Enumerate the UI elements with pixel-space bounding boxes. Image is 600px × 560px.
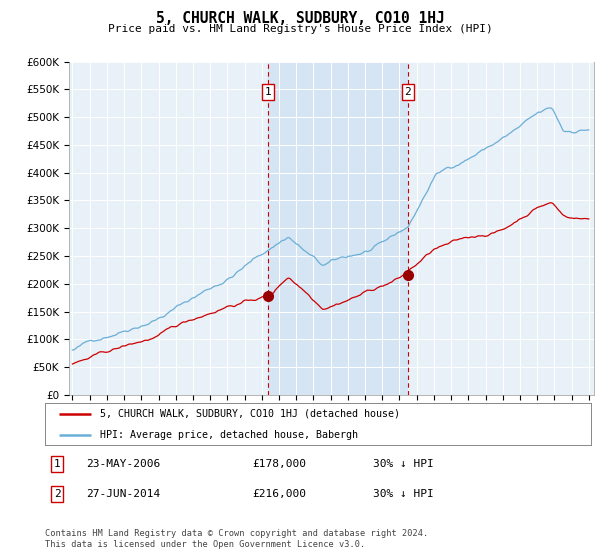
Text: Price paid vs. HM Land Registry's House Price Index (HPI): Price paid vs. HM Land Registry's House …	[107, 24, 493, 34]
Text: 5, CHURCH WALK, SUDBURY, CO10 1HJ (detached house): 5, CHURCH WALK, SUDBURY, CO10 1HJ (detac…	[100, 409, 400, 419]
Text: 1: 1	[53, 459, 61, 469]
Text: 1: 1	[265, 87, 272, 97]
Text: 27-JUN-2014: 27-JUN-2014	[86, 489, 160, 500]
Text: HPI: Average price, detached house, Babergh: HPI: Average price, detached house, Babe…	[100, 430, 358, 440]
Text: £216,000: £216,000	[253, 489, 307, 500]
Text: 30% ↓ HPI: 30% ↓ HPI	[373, 489, 433, 500]
Text: 30% ↓ HPI: 30% ↓ HPI	[373, 459, 433, 469]
Bar	[268, 62, 408, 395]
Text: 2: 2	[404, 87, 411, 97]
Text: 2: 2	[53, 489, 61, 500]
Text: 5, CHURCH WALK, SUDBURY, CO10 1HJ: 5, CHURCH WALK, SUDBURY, CO10 1HJ	[155, 11, 445, 26]
Text: 23-MAY-2006: 23-MAY-2006	[86, 459, 160, 469]
Text: Contains HM Land Registry data © Crown copyright and database right 2024.
This d: Contains HM Land Registry data © Crown c…	[45, 529, 428, 549]
Text: £178,000: £178,000	[253, 459, 307, 469]
